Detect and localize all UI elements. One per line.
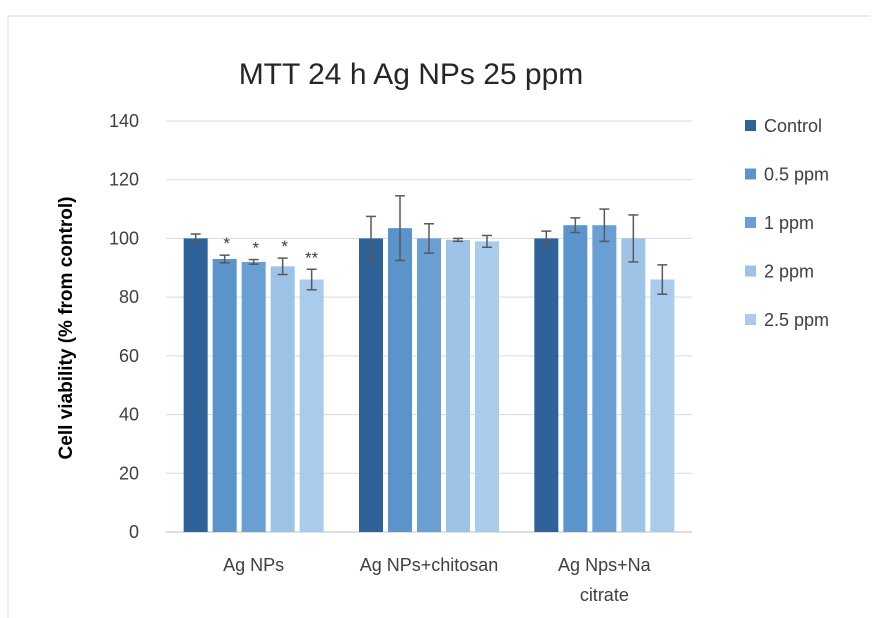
legend-swatch [745, 168, 756, 180]
legend-swatch [745, 120, 756, 131]
x-category-label: Ag Nps+Na [558, 555, 652, 575]
bar [563, 225, 588, 533]
bar [359, 238, 383, 532]
y-tick-label: 100 [109, 228, 139, 248]
bar [299, 279, 324, 532]
bar [212, 258, 237, 532]
y-tick-label: 120 [109, 170, 139, 190]
bar [534, 238, 559, 532]
legend-swatch [745, 217, 756, 228]
legend-swatch [745, 265, 756, 277]
significance-mark: ** [305, 248, 319, 267]
legend-label: 2.5 ppm [764, 310, 829, 330]
y-tick-label: 80 [119, 287, 139, 307]
x-category-label: Ag NPs+chitosan [360, 555, 499, 575]
category-labels: Ag NPs Ag NPs+chitosan Ag Nps+Na citrate [223, 555, 651, 605]
legend: Control 0.5 ppm 1 ppm 2 ppm 2.5 ppm [745, 116, 829, 330]
y-tick-label: 40 [119, 405, 139, 425]
legend-label: 2 ppm [764, 262, 814, 282]
bar [241, 261, 266, 532]
legend-label: 1 ppm [764, 213, 814, 233]
error-bars [190, 195, 668, 295]
bar [417, 238, 441, 532]
y-axis-label: Cell viability (% from control) [56, 197, 77, 460]
bar [446, 239, 470, 532]
bar [270, 266, 295, 532]
significance-mark: * [252, 239, 259, 258]
significance-mark: * [281, 237, 288, 256]
bar [388, 228, 412, 532]
bar [650, 279, 675, 532]
significance-marks: * * *** [223, 234, 318, 267]
legend-label: 0.5 ppm [764, 165, 829, 185]
bar [621, 238, 646, 532]
legend-label: Control [764, 116, 822, 136]
bar [183, 238, 208, 532]
y-tick-labels: 0 20 40 60 80 100 120 140 [109, 111, 139, 542]
y-tick-label: 0 [129, 522, 139, 542]
bar [475, 241, 499, 532]
y-tick-label: 20 [119, 463, 139, 483]
legend-swatch [745, 314, 756, 325]
bars [183, 225, 675, 533]
x-category-label: Ag NPs [223, 555, 284, 575]
y-tick-label: 60 [119, 346, 139, 366]
chart-title: MTT 24 h Ag NPs 25 ppm [239, 58, 584, 91]
bar [592, 225, 617, 533]
x-category-label: citrate [580, 585, 629, 605]
y-tick-label: 140 [109, 111, 139, 131]
significance-mark: * [223, 234, 230, 253]
